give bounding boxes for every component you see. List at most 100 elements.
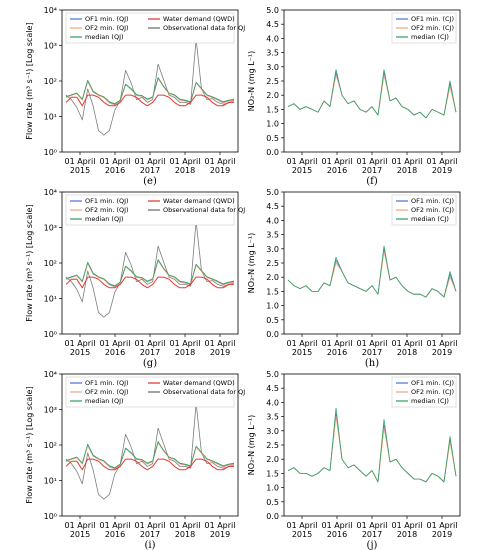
legend-entry: median (QJ) xyxy=(85,215,124,223)
y-tick-label: 0.0 xyxy=(266,148,279,157)
x-tick-label: 01 April xyxy=(64,339,95,348)
x-tick-label: 01 April xyxy=(99,339,130,348)
x-tick-label: 01 April xyxy=(169,157,200,166)
legend: OF1 min. (QJ)OF2 min. (QJ)median (QJ) Wat… xyxy=(65,376,245,408)
x-tick-year: 2016 xyxy=(327,166,347,175)
x-tick-label: 01 April xyxy=(99,521,130,530)
y-tick-label: 2.0 xyxy=(266,455,279,464)
legend: OF1 min. (CJ)OF2 min. (CJ)median (CJ) xyxy=(391,12,457,44)
y-tick-label: 1.0 xyxy=(266,302,279,311)
y-tick-label: 2.5 xyxy=(266,441,279,450)
legend-entry: Water demand (QWD) xyxy=(163,197,235,205)
x-tick-label: 01 April xyxy=(134,157,165,166)
x-tick-year: 2018 xyxy=(175,348,195,357)
series-line-1 xyxy=(65,78,235,106)
x-tick-label: 01 April xyxy=(321,521,352,530)
x-tick-label: 01 April xyxy=(134,339,165,348)
series-line-1 xyxy=(287,416,457,483)
series-line-2 xyxy=(65,441,235,469)
x-tick-year: 2017 xyxy=(362,530,382,539)
y-tick-label: 4.5 xyxy=(266,20,279,29)
x-tick-year: 2015 xyxy=(70,348,90,357)
x-tick-year: 2019 xyxy=(210,166,230,175)
panel-label: (i) xyxy=(144,540,155,550)
x-tick-label: 01 April xyxy=(204,339,235,348)
y-tick-label: 10¹ xyxy=(44,477,57,486)
y-axis-label: Flow rate (m³ s⁻¹) [Log scale] xyxy=(25,386,34,503)
legend-entry: OF2 min. (QJ) xyxy=(85,206,129,214)
series-line-2 xyxy=(287,245,457,298)
x-tick-label: 01 April xyxy=(356,339,387,348)
y-tick-label: 0.5 xyxy=(266,316,279,325)
y-tick-label: 5.0 xyxy=(266,370,279,379)
x-tick-label: 01 April xyxy=(426,157,457,166)
x-tick-label: 01 April xyxy=(204,157,235,166)
x-tick-year: 2019 xyxy=(210,530,230,539)
x-tick-year: 2017 xyxy=(140,348,160,357)
x-tick-year: 2017 xyxy=(362,348,382,357)
legend-entry: OF1 min. (QJ) xyxy=(85,197,129,205)
y-axis-label: NO₃-N (mg L⁻¹) xyxy=(247,233,256,293)
y-axis-label: NO₃-N (mg L⁻¹) xyxy=(247,415,256,475)
x-tick-label: 01 April xyxy=(391,339,422,348)
x-tick-year: 2016 xyxy=(105,530,125,539)
x-tick-label: 01 April xyxy=(286,339,317,348)
x-tick-label: 01 April xyxy=(99,157,130,166)
y-tick-label: 2.0 xyxy=(266,91,279,100)
x-tick-label: 01 April xyxy=(391,521,422,530)
x-tick-year: 2015 xyxy=(70,530,90,539)
legend-entry: OF1 min. (CJ) xyxy=(411,197,454,205)
x-tick-label: 01 April xyxy=(64,157,95,166)
series-line-2 xyxy=(287,69,457,119)
legend-entry: Observational data for QJ xyxy=(163,206,245,214)
y-tick-label: 2.5 xyxy=(266,77,279,86)
x-tick-year: 2018 xyxy=(175,530,195,539)
series-line-1 xyxy=(65,260,235,288)
x-tick-year: 2015 xyxy=(70,166,90,175)
y-tick-label: 5.0 xyxy=(266,188,279,197)
y-tick-label: 3.5 xyxy=(266,231,279,240)
y-tick-label: 1.0 xyxy=(266,120,279,129)
x-tick-label: 01 April xyxy=(286,157,317,166)
x-tick-year: 2016 xyxy=(327,348,347,357)
panel-label: (h) xyxy=(365,358,379,369)
y-tick-label: 3.0 xyxy=(266,427,279,436)
x-tick-label: 01 April xyxy=(321,157,352,166)
x-tick-year: 2019 xyxy=(210,348,230,357)
series-line-1 xyxy=(65,442,235,470)
y-tick-label: 1.5 xyxy=(266,105,279,114)
y-tick-label: 2.5 xyxy=(266,259,279,268)
y-tick-label: 10² xyxy=(44,77,57,86)
legend-entry: median (QJ) xyxy=(85,397,124,405)
series-line-0 xyxy=(287,413,457,483)
y-tick-label: 3.5 xyxy=(266,413,279,422)
legend-entry: Observational data for QJ xyxy=(163,388,245,396)
y-tick-label: 10⁴ xyxy=(44,188,57,197)
legend-entry: OF2 min. (QJ) xyxy=(85,388,129,396)
legend: OF1 min. (QJ)OF2 min. (QJ)median (QJ) Wat… xyxy=(65,194,245,226)
y-tick-label: 3.5 xyxy=(266,49,279,58)
series-line-2 xyxy=(287,407,457,483)
y-tick-label: 0.5 xyxy=(266,134,279,143)
x-tick-year: 2019 xyxy=(432,530,452,539)
y-tick-label: 10⁴ xyxy=(44,370,57,379)
y-tick-label: 10¹ xyxy=(44,295,57,304)
y-tick-label: 0.0 xyxy=(266,512,279,521)
legend-entry: OF1 min. (QJ) xyxy=(85,379,129,387)
legend-entry: median (CJ) xyxy=(411,215,449,223)
y-tick-label: 10² xyxy=(44,259,57,268)
x-tick-year: 2016 xyxy=(327,530,347,539)
y-tick-label: 10³ xyxy=(44,406,57,415)
x-tick-label: 01 April xyxy=(426,339,457,348)
x-tick-year: 2015 xyxy=(292,166,312,175)
legend-entry: median (QJ) xyxy=(85,33,124,41)
x-tick-year: 2016 xyxy=(105,348,125,357)
y-axis-label: Flow rate (m³ s⁻¹) [Log scale] xyxy=(25,204,34,321)
legend-entry: OF1 min. (QJ) xyxy=(85,15,129,23)
x-tick-label: 01 April xyxy=(426,521,457,530)
panel-label: (f) xyxy=(366,176,378,187)
x-tick-year: 2018 xyxy=(397,166,417,175)
y-tick-label: 3.0 xyxy=(266,245,279,254)
